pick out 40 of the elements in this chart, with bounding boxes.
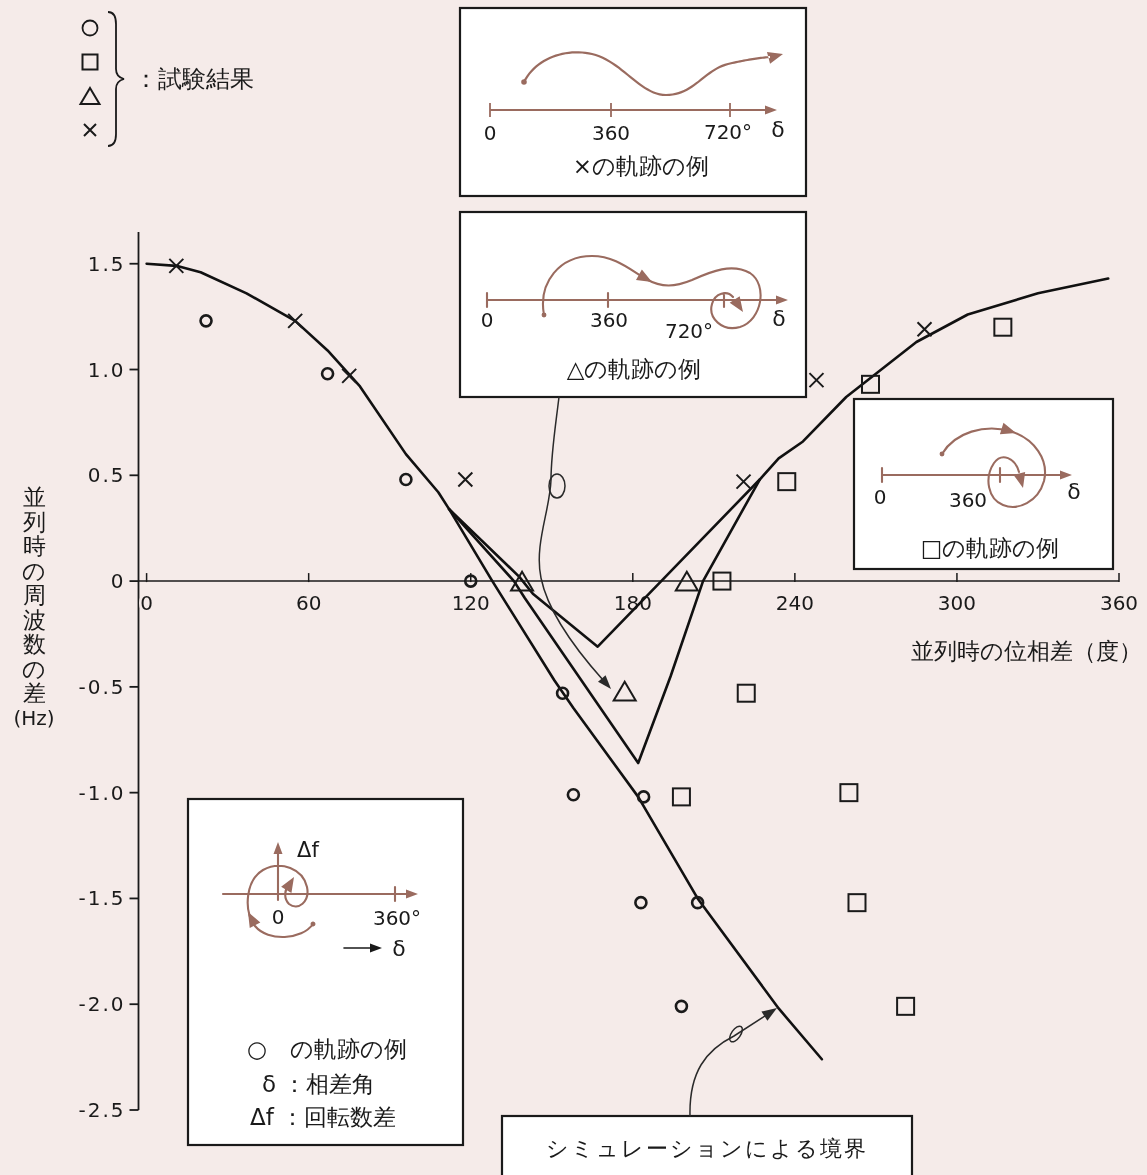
annotation: 720° — [664, 319, 714, 343]
annotation: δ ：相差角 — [262, 1071, 376, 1097]
x-tick-label: 360 — [1099, 591, 1139, 616]
text: ×の軌跡の例 — [572, 153, 710, 179]
y-tick-label: -1.5 — [78, 886, 126, 911]
text: δ — [771, 116, 785, 142]
y-tick-label: -0.5 — [78, 674, 126, 699]
annotation: □の軌跡の例 — [920, 535, 1060, 561]
annotation: δ — [1067, 478, 1081, 504]
x-tick-label: 0 — [140, 591, 153, 616]
annotation: △の軌跡の例 — [566, 356, 702, 382]
y-tick-label: 0.5 — [87, 463, 126, 488]
text: 720° — [703, 120, 753, 144]
annotation: 360 — [948, 488, 988, 512]
text: 0 — [483, 121, 497, 145]
y-tick-label: 1.5 — [87, 251, 126, 276]
x-tick-label: 300 — [937, 591, 977, 616]
annotation: 0 — [480, 308, 494, 332]
y-tick-label: -1.0 — [78, 780, 126, 805]
annotation: 0 — [873, 485, 887, 509]
annotation: 360 — [589, 308, 629, 332]
x-tick-label: 240 — [775, 591, 814, 616]
x-tick-label: 60 — [295, 591, 322, 616]
x-axis-title: 並列時の位相差（度） — [911, 638, 1142, 664]
text: シミュレーションによる境界 — [546, 1135, 868, 1161]
annotation: 0 — [271, 905, 285, 929]
legend-title: ：試験結果 — [134, 65, 254, 93]
annotation: ○ の軌跡の例 — [247, 1036, 408, 1062]
y-tick-label: 1.0 — [87, 357, 126, 382]
text: 並列時の周波数の差(Hz) — [13, 484, 55, 730]
annotation: δ — [392, 935, 406, 961]
text: 360 — [591, 121, 631, 145]
annotation: Δf ：回転数差 — [250, 1104, 397, 1130]
annotation: Δf — [297, 838, 320, 862]
annotation: 360° — [372, 906, 422, 930]
y-tick-label: -2.5 — [78, 1098, 126, 1122]
x-tick-label: 120 — [451, 591, 490, 616]
annotation: δ — [772, 305, 786, 331]
y-tick-label: -2.0 — [78, 992, 126, 1017]
y-tick-label: 0 — [110, 569, 126, 594]
